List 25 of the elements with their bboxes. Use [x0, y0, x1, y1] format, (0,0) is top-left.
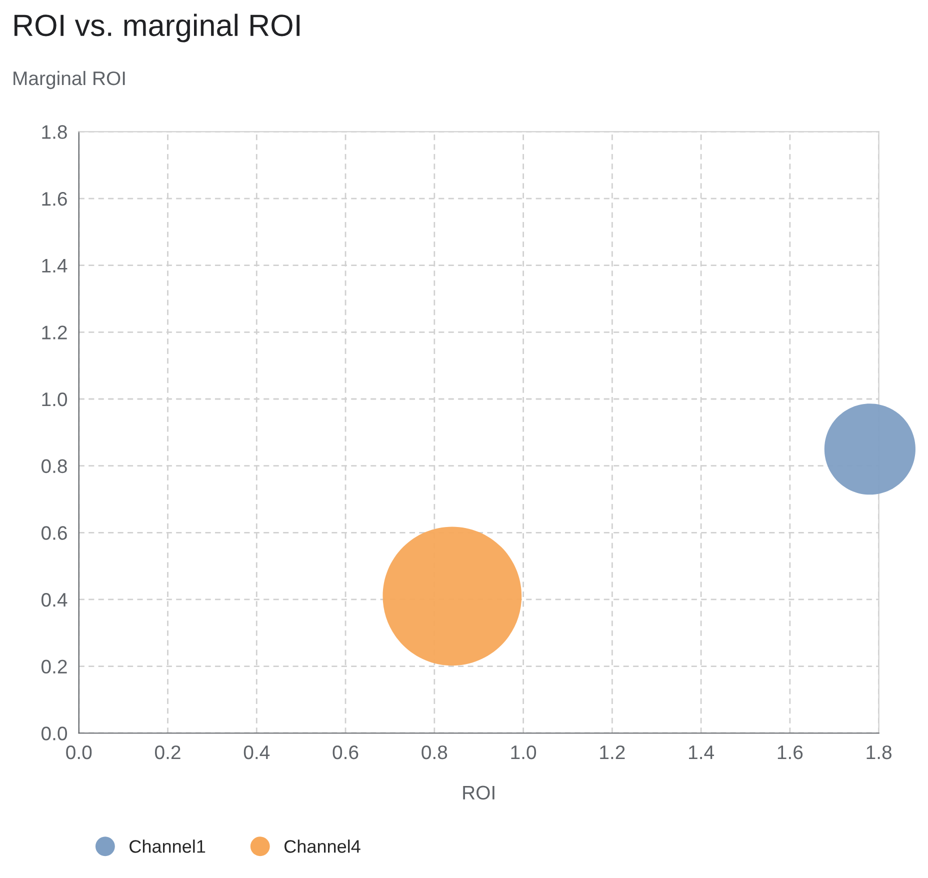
- x-tick-label: 1.6: [778, 745, 803, 760]
- chart-title: ROI vs. marginal ROI: [14, 14, 300, 42]
- x-tick-label: 1.8: [866, 745, 892, 760]
- y-tick-label: 0.6: [42, 526, 67, 540]
- y-tick-label: 0.2: [42, 660, 67, 674]
- x-tick-label: 0.2: [155, 745, 180, 760]
- x-tick-label: 0.4: [244, 745, 270, 760]
- legend-label: Channel1: [130, 840, 206, 853]
- x-tick-label: 0.8: [422, 745, 448, 760]
- x-axis-title: ROI: [463, 786, 494, 800]
- x-tick-label: 0.0: [66, 745, 92, 760]
- y-tick-label: 1.0: [42, 392, 68, 406]
- y-axis-title: Marginal ROI: [14, 70, 125, 90]
- y-tick-label: 1.6: [42, 192, 67, 206]
- y-tick-label: 1.4: [42, 259, 68, 272]
- y-tick-label: 1.2: [42, 326, 67, 340]
- x-tick-label: 1.2: [600, 745, 625, 760]
- x-tick-label: 1.0: [511, 745, 536, 760]
- legend-label: Channel4: [284, 840, 360, 853]
- y-tick-label: 0.4: [42, 592, 68, 607]
- y-tick-label: 0.8: [42, 459, 67, 474]
- y-tick-label: 0.0: [42, 726, 68, 740]
- x-tick-label: 0.6: [332, 745, 358, 760]
- x-tick-label: 1.4: [689, 746, 714, 760]
- y-tick-label: 1.8: [42, 125, 67, 139]
